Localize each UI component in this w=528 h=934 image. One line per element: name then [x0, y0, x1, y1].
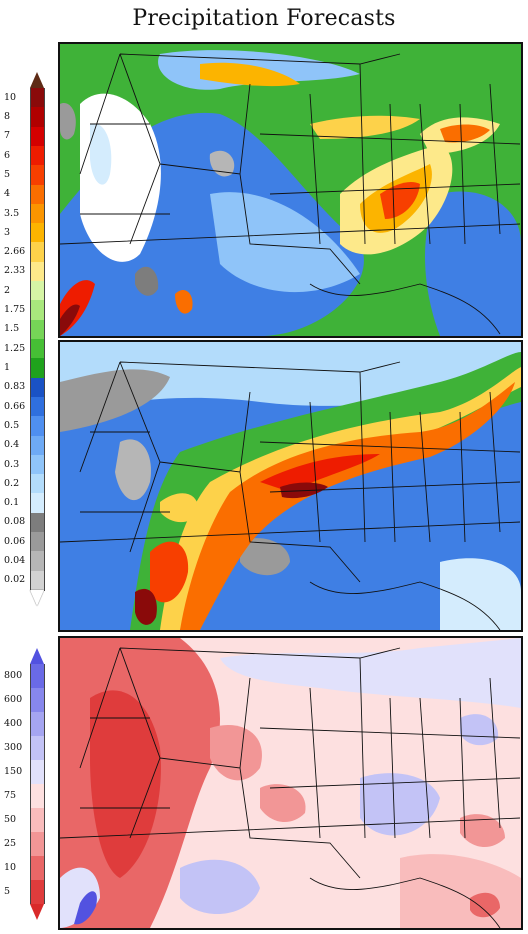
precip_scale-swatch: [30, 551, 45, 572]
precip_scale-label: 0.66: [4, 400, 26, 412]
percent_scale-swatch: [30, 736, 45, 760]
precip_scale-swatch: [30, 454, 45, 475]
precip_scale-label: 0.1: [4, 497, 20, 509]
percent_scale-label: 300: [4, 742, 23, 753]
percent_scale-label: 5: [4, 886, 11, 897]
percent-of-normal-map: [60, 638, 521, 928]
precip_scale-swatch: [30, 435, 45, 456]
precip_scale-swatch: [30, 184, 45, 205]
precip_scale-swatch: [30, 126, 45, 147]
precip_scale-label: 1.5: [4, 323, 20, 335]
precip_scale-label: 1: [4, 361, 11, 373]
forecast-map-panel-1: [58, 42, 523, 338]
precip_scale-label: 1.25: [4, 342, 26, 354]
percent_scale-label: 600: [4, 694, 23, 705]
precip_scale-label: 0.04: [4, 555, 26, 567]
percent_scale-swatch: [30, 688, 45, 712]
percent_scale-label: 75: [4, 790, 17, 801]
precip_scale-swatch: [30, 203, 45, 224]
percent_scale-label: 25: [4, 838, 17, 849]
percent_scale-swatch: [30, 808, 45, 832]
percent_scale-label: 10: [4, 862, 17, 873]
percent_scale-swatch: [30, 856, 45, 880]
precip_scale-label: 0.02: [4, 574, 26, 586]
precip_scale-label: 5: [4, 168, 11, 180]
precip_scale-swatch: [30, 512, 45, 533]
precip_scale-label: 6: [4, 149, 11, 161]
precip_scale-label: 2: [4, 284, 11, 296]
precip_scale-swatch: [30, 261, 45, 282]
precipitation-colorbar: 10 8 7 6 5 4 3.5 3 2.66 2.33 2 1.75 1.5 1.25 1 0.83 0.66…: [0, 72, 56, 606]
precip_scale-swatch: [30, 474, 45, 495]
precip_scale-label: 4: [4, 188, 11, 200]
precip_scale-label: 7: [4, 130, 11, 142]
forecast-map-2: [60, 342, 521, 630]
percent_scale-swatch: [30, 712, 45, 736]
page-title: Precipitation Forecasts: [132, 6, 396, 31]
percent_scale-swatch: [30, 664, 45, 688]
precip_scale-label: 2.33: [4, 265, 26, 277]
percent_scale-swatch: [30, 880, 45, 904]
precip_scale-label: 0.5: [4, 419, 20, 431]
precip_scale-swatch: [30, 107, 45, 128]
precip_scale-swatch: [30, 242, 45, 263]
precip_scale-label: 0.08: [4, 516, 26, 528]
precip_scale-bottom-arrow: [30, 590, 44, 606]
precip_scale-top-arrow: [30, 72, 44, 88]
percent_scale-label: 150: [4, 766, 23, 777]
precip_scale-label: 8: [4, 110, 11, 122]
precip_scale-label: 3.5: [4, 207, 20, 219]
percent-of-normal-map-panel: [58, 636, 523, 930]
precip_scale-swatch: [30, 493, 45, 514]
precip_scale-label: 2.66: [4, 246, 26, 258]
percent_scale-label: 50: [4, 814, 17, 825]
precip_scale-swatch: [30, 570, 45, 591]
percent_scale-top-arrow: [30, 648, 44, 664]
precip_scale-label: 3: [4, 226, 11, 238]
precip_scale-swatch: [30, 165, 45, 186]
precip_scale-swatch: [30, 223, 45, 244]
percent_scale-label: 800: [4, 670, 23, 681]
percent_scale-swatch: [30, 760, 45, 784]
forecast-map-1: [60, 44, 521, 336]
precip_scale-swatch: [30, 88, 45, 108]
precip_scale-swatch: [30, 416, 45, 437]
precip_scale-label: 0.06: [4, 535, 26, 547]
precip_scale-label: 0.2: [4, 477, 20, 489]
precip_scale-swatch: [30, 339, 45, 359]
precip_scale-swatch: [30, 145, 45, 166]
precip_scale-swatch: [30, 377, 45, 398]
percent_scale-bottom-arrow: [30, 904, 44, 920]
percent-of-normal-colorbar: 800 600 400 300 150 75 50 25 10 5: [0, 648, 56, 920]
precip_scale-label: 0.3: [4, 458, 20, 470]
precip_scale-label: 0.83: [4, 381, 26, 393]
precip_scale-label: 1.75: [4, 304, 26, 316]
percent_scale-swatch: [30, 832, 45, 856]
percent_scale-swatch: [30, 784, 45, 808]
forecast-map-panel-2: [58, 340, 523, 632]
percent_scale-label: 400: [4, 718, 23, 729]
precip_scale-swatch: [30, 396, 45, 417]
precip_scale-swatch: [30, 358, 45, 379]
precip_scale-swatch: [30, 281, 45, 302]
precip_scale-swatch: [30, 300, 45, 321]
precip_scale-label: 10: [4, 91, 17, 103]
precip_scale-swatch: [30, 532, 45, 553]
precip_scale-label: 0.4: [4, 439, 20, 451]
precip_scale-swatch: [30, 319, 45, 340]
